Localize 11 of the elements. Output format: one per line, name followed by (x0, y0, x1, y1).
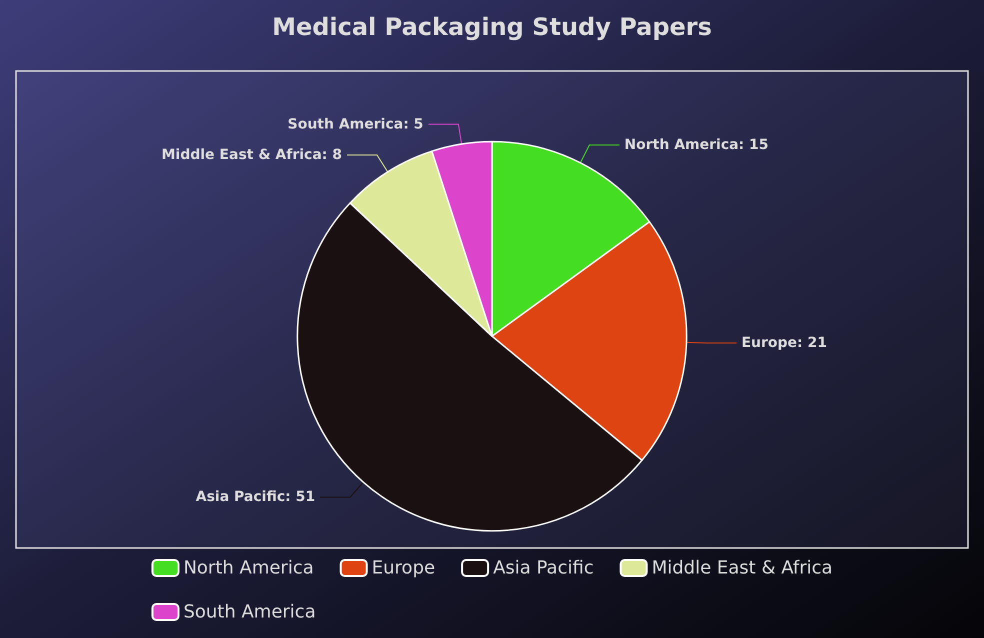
data-label: Europe: 21 (741, 334, 828, 351)
legend-label: Europe (372, 558, 436, 578)
data-label: Asia Pacific: 51 (196, 489, 316, 506)
data-label: Middle East & Africa: 8 (161, 147, 342, 164)
legend-label: South America (183, 602, 316, 622)
data-label: North America: 15 (624, 137, 769, 154)
legend-label: Asia Pacific (493, 558, 594, 578)
legend-label: North America (183, 558, 314, 578)
legend-label: Middle East & Africa (652, 558, 833, 578)
data-label: South America: 5 (288, 116, 424, 132)
chart-title: Medical Packaging Study Papers (272, 13, 712, 41)
